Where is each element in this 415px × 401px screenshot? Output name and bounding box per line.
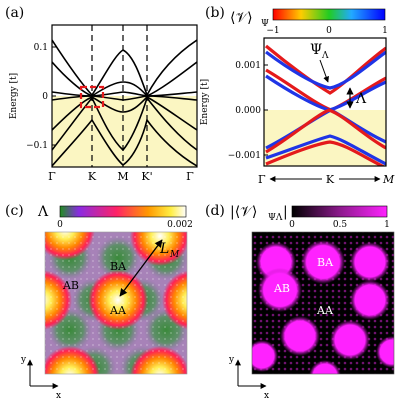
panel-b-xtick-1: K <box>326 173 335 186</box>
panel-a-ylabel: Energy [t] <box>9 73 19 119</box>
panel-b-annot-lambda: Λ <box>355 91 367 107</box>
panel-c-region-ba: BA <box>110 260 127 273</box>
panel-d: (d) |⟨𝒱⟩ ΨΛ | 0 0.5 1 BA AB <box>205 203 395 401</box>
panel-b-title-sub: Ψ <box>261 19 269 29</box>
panel-b-cbar-tick-1: 0 <box>326 26 332 36</box>
panel-c: (c) Λ 0 0.002 <box>5 203 193 401</box>
panel-c-lm-arrow <box>119 239 163 297</box>
panel-d-cbar-tick-1: 0.5 <box>333 220 348 230</box>
panel-b-ylabel: Energy [t] <box>200 79 210 125</box>
panel-d-magnetic-spots <box>252 240 394 374</box>
panel-b-ytick-2: −0.001 <box>228 151 261 161</box>
panel-b: (b) ⟨𝒱⟩ Ψ −1 0 1 0.001 0.000 −0.001 Ener… <box>200 5 395 186</box>
panel-d-cbar-tick-0: 0 <box>289 220 295 230</box>
panel-a-xtick-4: Γ <box>186 170 194 183</box>
panel-d-axis-y: y <box>228 355 235 365</box>
panel-a-label: (a) <box>5 5 24 21</box>
panel-d-axis-x: x <box>264 391 269 401</box>
panel-d-colorbar <box>291 205 388 218</box>
panel-c-region-aa: AA <box>109 304 127 317</box>
panel-a-xtick-2: M <box>117 170 128 183</box>
panel-b-annot-psi-sub: Λ <box>321 51 329 61</box>
panel-b-xtick-2: M <box>382 173 395 186</box>
panel-a-zoom-box <box>79 85 105 109</box>
panel-b-title: ⟨𝒱⟩ <box>230 10 253 26</box>
panel-d-title-end: | <box>283 204 288 220</box>
panel-c-label: (c) <box>5 203 24 219</box>
panel-a-xtick-3: K' <box>141 170 152 183</box>
panel-a-ytick-1: 0 <box>42 92 48 102</box>
panel-c-frame <box>44 231 188 375</box>
panel-a-xtick-1: K <box>88 170 97 183</box>
panel-c-lm-sub: M <box>169 250 180 260</box>
panel-b-bands <box>264 44 386 166</box>
panel-b-colorbar <box>272 8 386 21</box>
panel-a-xtick-0: Γ <box>48 170 56 183</box>
panel-b-frame <box>263 37 387 167</box>
panel-c-lm-label: L <box>159 241 169 257</box>
panel-b-annot-psi: Ψ <box>310 42 322 58</box>
panel-b-xtick-0: Γ <box>258 173 266 186</box>
panel-d-region-ba: BA <box>317 256 334 269</box>
panel-c-axis-y: y <box>20 355 27 365</box>
panel-d-region-aa: AA <box>316 304 334 317</box>
panel-a-ytick-0: 0.1 <box>34 43 48 53</box>
panel-c-axis-x: x <box>56 391 61 401</box>
panel-d-frame <box>251 231 395 375</box>
panel-d-title-sub: ΨΛ <box>268 213 283 223</box>
panel-c-cbar-tick-0: 0 <box>57 220 63 230</box>
panel-b-ytick-1: 0.000 <box>235 106 261 116</box>
panel-c-region-ab: AB <box>62 279 79 292</box>
panel-a-ytick-2: −0.1 <box>26 141 48 151</box>
panel-b-psi-arrow <box>319 59 329 83</box>
panel-d-cbar-tick-2: 1 <box>384 220 390 230</box>
panel-b-ytick-0: 0.001 <box>235 61 261 71</box>
panel-d-region-ab: AB <box>273 282 290 295</box>
panel-c-colorbar <box>59 205 187 218</box>
panel-d-title: |⟨𝒱⟩ <box>230 204 257 220</box>
panel-c-cbar-tick-1: 0.002 <box>167 220 193 230</box>
panel-b-label: (b) <box>205 5 225 21</box>
panel-d-label: (d) <box>205 203 225 219</box>
panel-b-cbar-tick-2: 1 <box>382 26 388 36</box>
panel-c-title: Λ <box>37 204 49 220</box>
panel-b-cbar-tick-0: −1 <box>266 26 279 36</box>
panel-a: (a) 0.1 0 −0.1 Energy [t] Γ K M K' Γ <box>5 5 198 183</box>
panel-d-map <box>252 232 394 374</box>
panel-c-map <box>45 232 187 374</box>
